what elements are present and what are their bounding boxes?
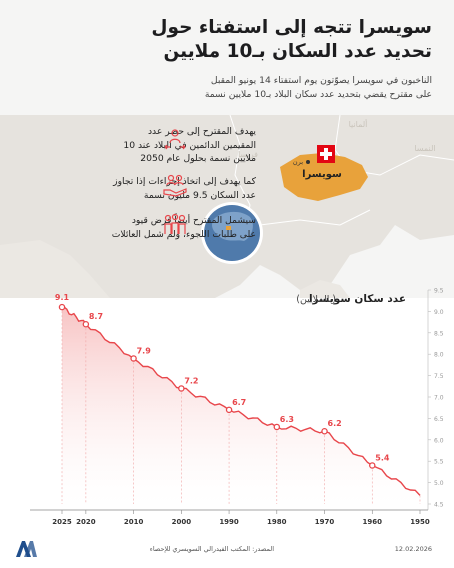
data-label: 5.4 (375, 453, 390, 462)
source-text: المصدر: المكتب الفيدرالي السويسري للإحصا… (150, 545, 274, 553)
header-panel: سويسرا تتجه إلى استفتاء حول تحديد عدد ال… (0, 0, 454, 115)
y-tick-label: 7.0 (434, 395, 444, 402)
x-tick-label: 2025 (52, 518, 72, 526)
bullet-3-line-2: على طلبات اللجوء، ولم شمل العائلات (16, 228, 256, 242)
y-tick-label: 6.0 (434, 437, 444, 444)
data-point (83, 322, 88, 327)
capital-marker (306, 160, 310, 164)
people-arrows-icon (162, 127, 188, 153)
data-label: 6.7 (232, 398, 246, 407)
x-tick-label: 1960 (363, 518, 383, 526)
country-label: سويسرا (302, 169, 342, 180)
y-tick-label: 8.5 (434, 330, 444, 337)
data-point (59, 305, 64, 310)
x-tick-label: 2020 (76, 518, 96, 526)
data-point (131, 356, 136, 361)
page-title: سويسرا تتجه إلى استفتاء حول تحديد عدد ال… (112, 16, 432, 64)
bullet-3-line-1: سيشمل المقترح أيضاً فرض قيود (16, 214, 256, 228)
data-point (322, 429, 327, 434)
y-tick-label: 9.0 (434, 309, 444, 316)
population-chart: عدد سكان سويسرا (بالملايين) 5.46.26.36.7… (0, 280, 454, 532)
x-tick-label: 2010 (124, 518, 144, 526)
data-point (226, 407, 231, 412)
y-tick-label: 9.5 (434, 288, 444, 295)
data-label: 6.2 (328, 419, 342, 428)
y-tick-label: 5.5 (434, 459, 444, 466)
bullet-1-line-2: المقيمين الدائمين في البلاد عند 10 (16, 139, 256, 153)
bullet-1-line-3: ملايين نسمة بحلول عام 2050 (16, 152, 256, 166)
bullet-1-line-1: يهدف المقترح إلى حصر عدد (16, 125, 256, 139)
data-label: 7.2 (184, 376, 198, 385)
date-text: 12.02.2026 (395, 545, 432, 553)
swiss-flag-icon (317, 145, 335, 163)
bullet-3: سيشمل المقترح أيضاً فرض قيود على طلبات ا… (16, 214, 256, 241)
y-tick-label: 4.5 (434, 502, 444, 509)
title-line-2: تحديد عدد السكان بـ10 ملايين (112, 40, 432, 64)
y-tick-label: 7.5 (434, 373, 444, 380)
y-tick-label: 5.0 (434, 480, 444, 487)
neighbor-label-germany: ألمانيا (349, 119, 368, 129)
neighbor-label-austria: النمسا (414, 144, 435, 153)
aa-logo-icon (12, 539, 38, 559)
chart-x-axis: 1950 1960 1970 1980 1990 2000 2010 2020 2025 (30, 510, 430, 526)
data-label: 8.7 (89, 312, 103, 321)
data-label: 6.3 (280, 415, 294, 424)
subtitle-line-2: على مقترح يقضي بتحديد عدد سكان البلاد بـ… (112, 88, 432, 102)
bullet-2-line-2: عدد السكان 9.5 مليون نسمة (16, 189, 256, 203)
x-tick-label: 1970 (315, 518, 335, 526)
bullet-2-line-1: كما يهدف إلى اتخاذ إجراءات إذا تجاوز (16, 175, 256, 189)
data-point (274, 424, 279, 429)
family-icon (162, 212, 188, 238)
data-label: 7.9 (137, 346, 152, 355)
subtitle-line-1: الناخبون في سويسرا يصوّتون يوم استفتاء 1… (112, 74, 432, 88)
y-tick-label: 6.5 (434, 416, 444, 423)
hand-people-icon (162, 172, 188, 198)
y-tick-label: 8.0 (434, 352, 444, 359)
x-tick-label: 2000 (172, 518, 192, 526)
x-tick-label: 1980 (267, 518, 287, 526)
bullet-2: كما يهدف إلى اتخاذ إجراءات إذا تجاوز عدد… (16, 175, 256, 202)
bullet-1: يهدف المقترح إلى حصر عدد المقيمين الدائم… (16, 125, 256, 166)
data-point (370, 463, 375, 468)
x-tick-label: 1990 (219, 518, 239, 526)
data-point (179, 386, 184, 391)
page-subtitle: الناخبون في سويسرا يصوّتون يوم استفتاء 1… (112, 74, 432, 102)
title-line-1: سويسرا تتجه إلى استفتاء حول (112, 16, 432, 40)
chart-y-axis: 4.5 5.0 5.5 6.0 6.5 7.0 7.5 8.0 8.5 9.0 9.5 (428, 288, 444, 511)
data-label: 9.1 (55, 293, 70, 302)
chart-unit-label: (بالملايين) (296, 294, 336, 305)
x-tick-label: 1950 (410, 518, 430, 526)
capital-label: برن (293, 158, 303, 166)
